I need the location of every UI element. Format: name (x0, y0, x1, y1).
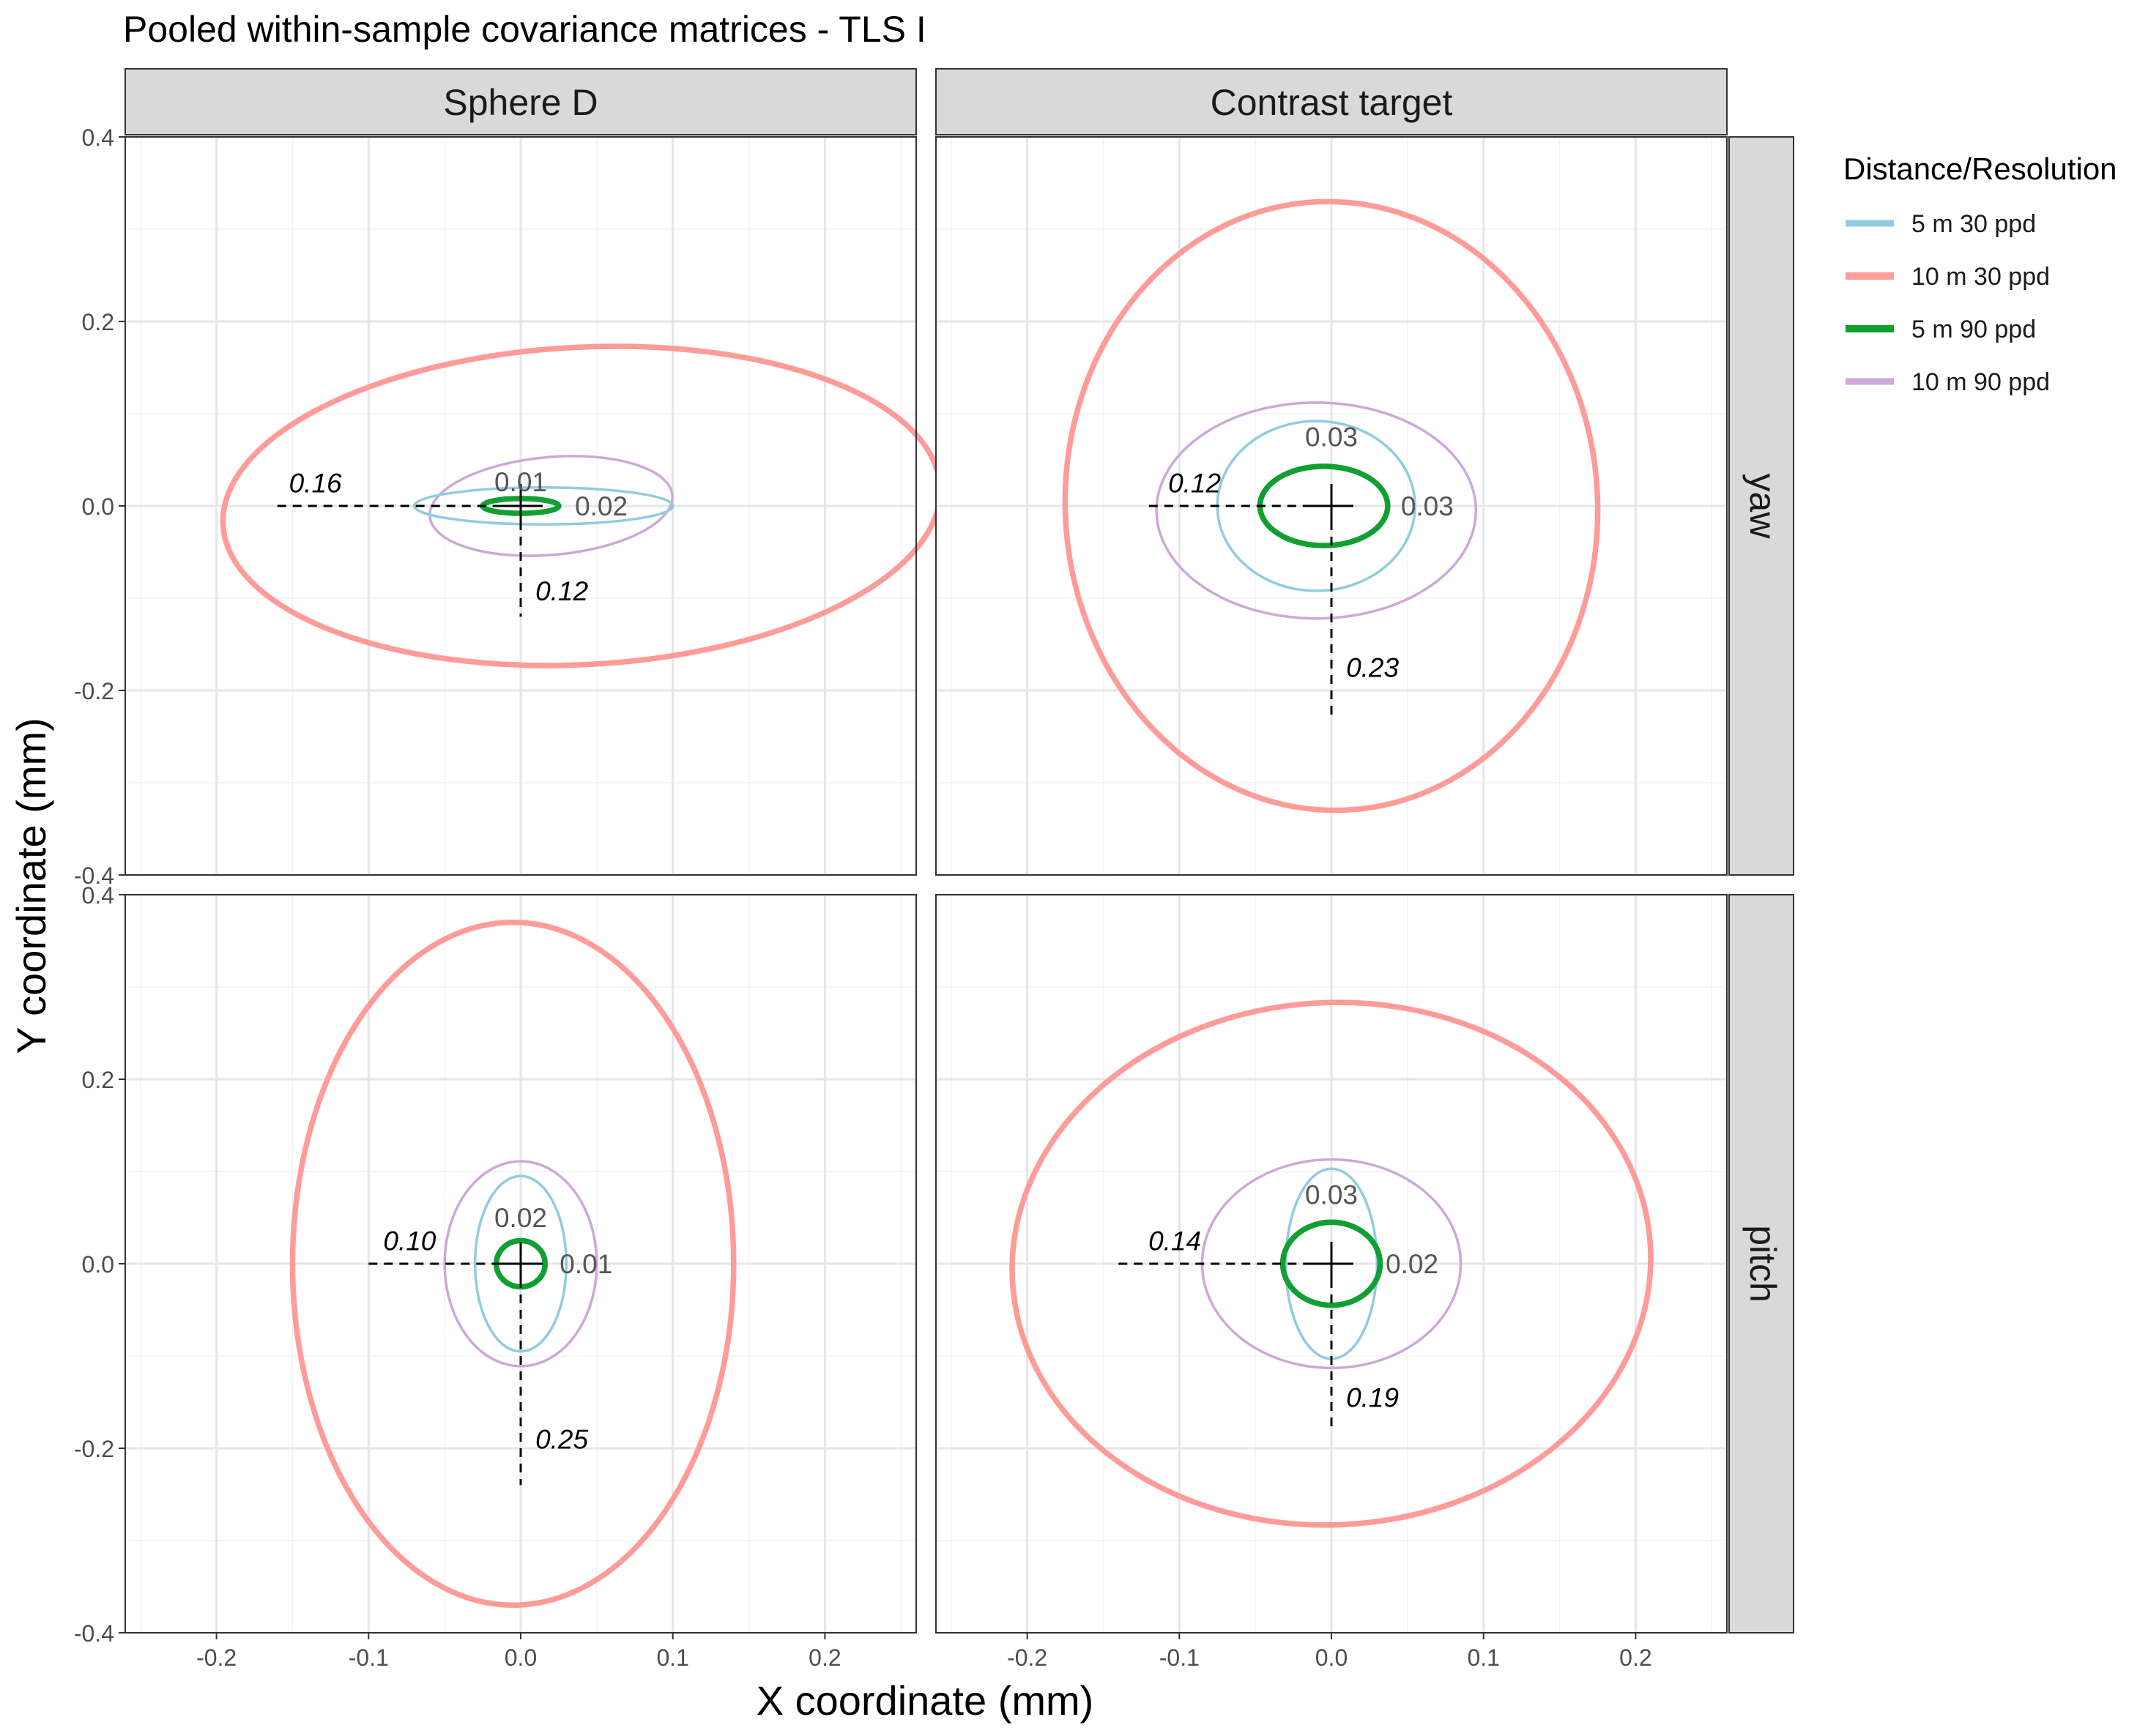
x-tick-label: 0.2 (809, 1644, 841, 1671)
chart-title: Pooled within-sample covariance matrices… (123, 9, 926, 50)
legend-label: 10 m 30 ppd (1911, 263, 2050, 291)
ellipse-size-label: 0.02 (575, 491, 628, 521)
facet-strip-label: yaw (1742, 474, 1783, 540)
x-tick-label: 0.0 (1315, 1644, 1348, 1671)
y-tick-label: -0.2 (74, 678, 114, 704)
legend-label: 5 m 30 ppd (1911, 210, 2036, 238)
y-tick-label: 0.4 (82, 882, 114, 909)
ellipse-5-m-30-ppd (473, 1174, 568, 1353)
ellipse-size-label: 0.03 (1305, 1180, 1358, 1210)
ellipse-10-m-30-ppd (289, 920, 737, 1608)
x-tick-label: -0.2 (196, 1644, 237, 1671)
x-tick-label: -0.2 (1007, 1644, 1047, 1671)
y-tick-label: 0.4 (82, 124, 114, 151)
facet-strip-bg (1728, 136, 1794, 876)
ellipse-size-label: 0.03 (1401, 491, 1454, 521)
panel-border (935, 136, 1728, 876)
ellipse-10-m-90-ppd (428, 455, 674, 557)
ellipse-10-m-90-ppd (1155, 401, 1478, 620)
legend: Distance/Resolution 5 m 30 ppd 10 m 30 pp… (1843, 152, 2117, 396)
ellipse-size-label: 0.02 (494, 1203, 547, 1233)
ellipse-size-label: 0.03 (1305, 422, 1358, 452)
legend-item: 5 m 90 ppd (1846, 316, 2036, 343)
x-tick-label: -0.1 (349, 1644, 389, 1671)
facet-strip-label: Sphere D (443, 82, 598, 123)
panel-contrast-target-pitch: 0.14 0.19 0.03 0.02 -0.2 -0.1 0.0 0.1 0.2 (935, 893, 1728, 1671)
x-tick-label: -0.1 (1159, 1644, 1200, 1671)
y-tick-label: -0.2 (74, 1436, 114, 1462)
guide-length-label: 0.12 (535, 576, 588, 606)
legend-item: 5 m 30 ppd (1846, 210, 2036, 238)
panel-contrast-target-yaw: 0.12 0.23 0.03 0.03 (935, 135, 1728, 876)
x-tick-label: 0.0 (505, 1644, 537, 1671)
x-tick-label: 0.1 (1467, 1644, 1499, 1671)
guide-length-label: 0.14 (1148, 1226, 1201, 1256)
guide-length-label: 0.12 (1168, 469, 1221, 499)
y-tick-label: 0.0 (82, 1251, 114, 1278)
guide-length-label: 0.19 (1346, 1383, 1399, 1413)
facet-panels: Sphere D Contrast targetyawpitch0.160.120… (74, 68, 1794, 1671)
y-tick-label: 0.2 (82, 309, 114, 335)
ellipse-10-m-30-ppd (1062, 198, 1601, 813)
y-tick-label: -0.4 (74, 1620, 114, 1647)
facet-strip-pitch: pitch (1728, 894, 1794, 1633)
legend-item: 10 m 30 ppd (1846, 263, 2050, 291)
legend-label: 10 m 90 ppd (1911, 368, 2050, 396)
x-axis-label: X coordinate (mm) (757, 1677, 1094, 1724)
facet-strip-yaw: yaw (1728, 136, 1794, 876)
legend-title: Distance/Resolution (1843, 152, 2117, 186)
y-tick-label: -0.4 (74, 863, 114, 889)
panel-sphere-d-pitch: 0.10 0.25 0.02 0.01 -0.4 -0.2 0.0 0.2 0.4 -0.2 -0.… (74, 882, 917, 1671)
panel-sphere-d-yaw: 0.16 0.12 0.01 0.02 -0.4 -0.2 0.0 0.2 0.4 (74, 124, 943, 889)
guide-length-label: 0.10 (383, 1226, 436, 1256)
ellipse-10-m-30-ppd (1009, 999, 1654, 1528)
y-tick-label: 0.2 (82, 1067, 114, 1093)
facet-strip-sphere-d: Sphere D (125, 68, 917, 135)
facet-strip-bg (1728, 894, 1794, 1633)
legend-label: 5 m 90 ppd (1911, 316, 2036, 343)
ellipse-size-label: 0.01 (560, 1249, 612, 1279)
ellipse-5-m-90-ppd (1279, 1219, 1383, 1308)
y-tick-label: 0.0 (82, 493, 114, 520)
facet-strip-label: pitch (1742, 1225, 1783, 1303)
guide-length-label: 0.25 (535, 1424, 588, 1454)
ellipse-10-m-90-ppd (443, 1160, 598, 1368)
facet-strip-label: Contrast target (1211, 82, 1453, 123)
facet-strip-contrast-target: Contrast target (935, 68, 1728, 135)
ellipse-size-label: 0.02 (1386, 1249, 1438, 1279)
facet-strip-bg (125, 68, 917, 135)
facet-strip-bg (935, 68, 1728, 135)
guide-length-label: 0.23 (1346, 653, 1399, 683)
legend-item: 10 m 90 ppd (1846, 368, 2050, 396)
guide-length-label: 0.16 (289, 469, 342, 499)
x-tick-label: 0.2 (1619, 1644, 1651, 1671)
y-axis-label: Y coordinate (mm) (8, 718, 54, 1054)
x-tick-label: 0.1 (656, 1644, 688, 1671)
ellipse-size-label: 0.01 (494, 467, 547, 497)
ellipse-5-m-30-ppd (412, 486, 674, 526)
